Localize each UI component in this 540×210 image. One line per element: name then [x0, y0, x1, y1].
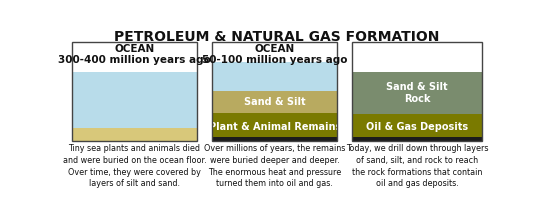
Text: Plant & Animal Remains: Plant & Animal Remains — [208, 122, 341, 132]
Bar — [212, 42, 338, 62]
Bar — [212, 92, 338, 113]
Bar — [72, 128, 197, 141]
Text: Today, we drill down through layers
of sand, silt, and rock to reach
the rock fo: Today, we drill down through layers of s… — [346, 144, 488, 188]
Text: Sand & Silt: Sand & Silt — [244, 97, 306, 107]
Bar — [352, 42, 482, 141]
Bar — [352, 42, 482, 141]
Bar — [352, 114, 482, 141]
Bar — [212, 62, 338, 92]
Text: Tiny sea plants and animals died
and were buried on the ocean floor.
Over time, : Tiny sea plants and animals died and wer… — [63, 144, 206, 188]
Bar — [352, 42, 482, 72]
Text: OCEAN
300-400 million years ago: OCEAN 300-400 million years ago — [58, 44, 211, 65]
Bar — [352, 72, 482, 114]
Bar — [212, 42, 338, 141]
Bar — [72, 72, 197, 128]
Text: OCEAN
50-100 million years ago: OCEAN 50-100 million years ago — [202, 44, 347, 65]
Bar — [212, 113, 338, 141]
Bar — [212, 137, 338, 141]
Bar — [352, 137, 482, 141]
Text: PETROLEUM & NATURAL GAS FORMATION: PETROLEUM & NATURAL GAS FORMATION — [114, 30, 440, 44]
Text: Oil & Gas Deposits: Oil & Gas Deposits — [366, 122, 468, 133]
Bar — [72, 42, 197, 72]
Text: Over millions of years, the remains
were buried deeper and deeper.
The enormous : Over millions of years, the remains were… — [204, 144, 346, 188]
Text: Sand & Silt
Rock: Sand & Silt Rock — [386, 82, 448, 104]
Bar — [72, 42, 197, 141]
Bar — [212, 42, 338, 141]
Bar — [72, 42, 197, 141]
